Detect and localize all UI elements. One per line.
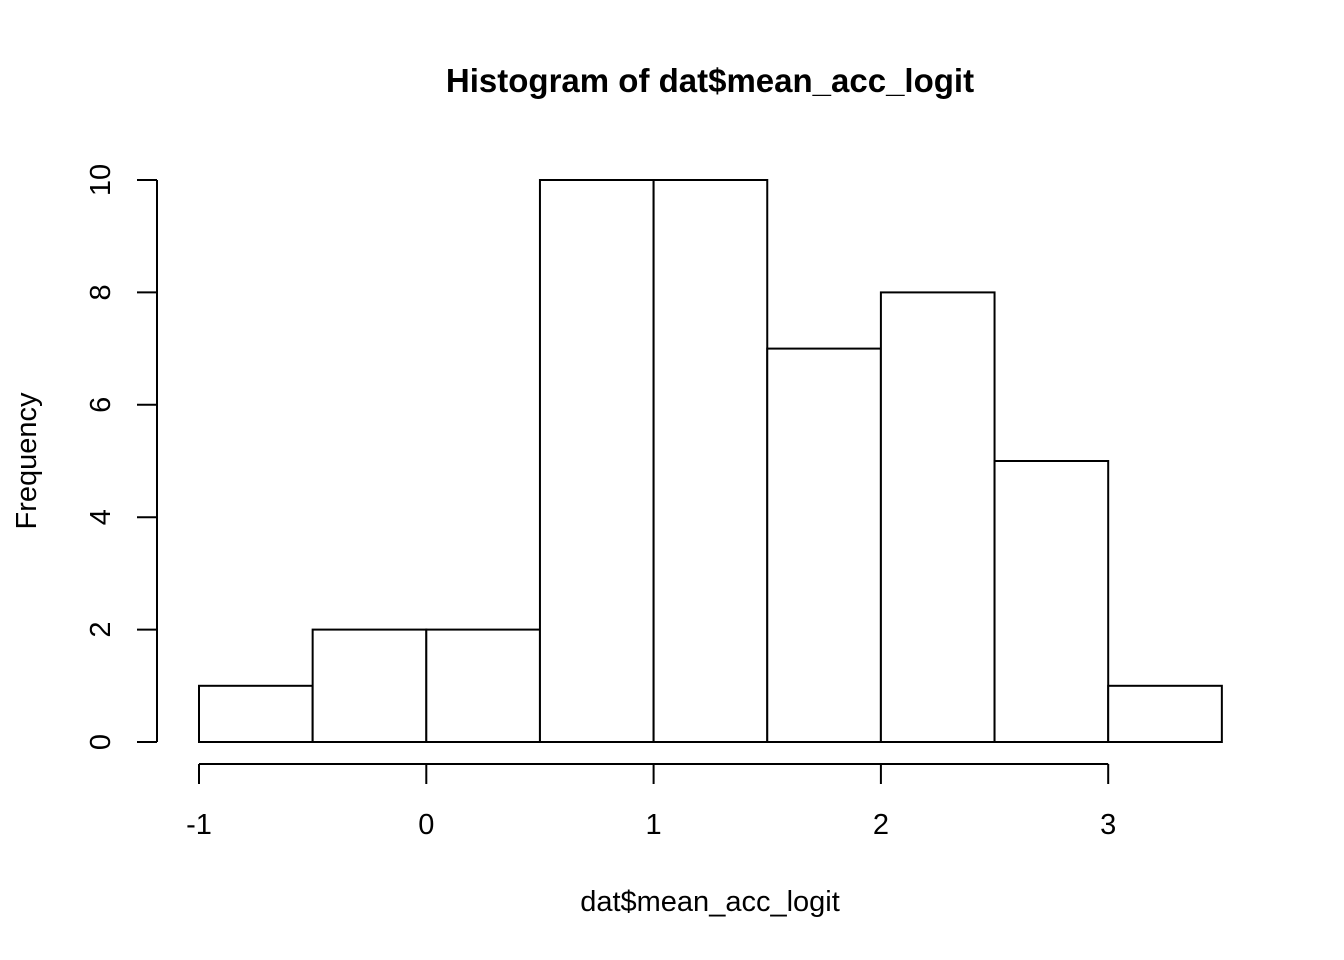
y-tick-label: 6 [85, 397, 117, 413]
histogram-bar [425, 628, 541, 743]
histogram-bar [879, 291, 996, 743]
y-tick-label: 10 [85, 164, 117, 196]
x-tick-label: -1 [186, 809, 212, 841]
y-tick-label: 2 [85, 622, 117, 638]
y-tick-label: 8 [85, 284, 117, 300]
x-tick-label: 0 [418, 809, 434, 841]
histogram-bar [766, 347, 882, 743]
y-axis: 0 2 4 6 8 10 [85, 164, 158, 750]
chart-title: Histogram of dat$mean_acc_logit [446, 62, 974, 99]
x-axis: -1 0 1 2 3 [186, 763, 1116, 841]
x-axis-label: dat$mean_acc_logit [580, 886, 840, 918]
x-tick-label: 3 [1100, 809, 1116, 841]
x-tick-label: 2 [873, 809, 889, 841]
histogram-bar [993, 460, 1110, 743]
histogram-bar [538, 179, 655, 743]
histogram-bar [198, 684, 314, 743]
histogram-bar [1107, 684, 1223, 743]
histogram-bar [311, 628, 428, 743]
x-tick-label: 1 [646, 809, 662, 841]
y-tick-label: 4 [85, 509, 117, 525]
y-axis-label: Frequency [11, 392, 43, 530]
histogram-bar [652, 179, 769, 743]
y-tick-label: 0 [85, 734, 117, 750]
histogram-bars [198, 179, 1223, 743]
